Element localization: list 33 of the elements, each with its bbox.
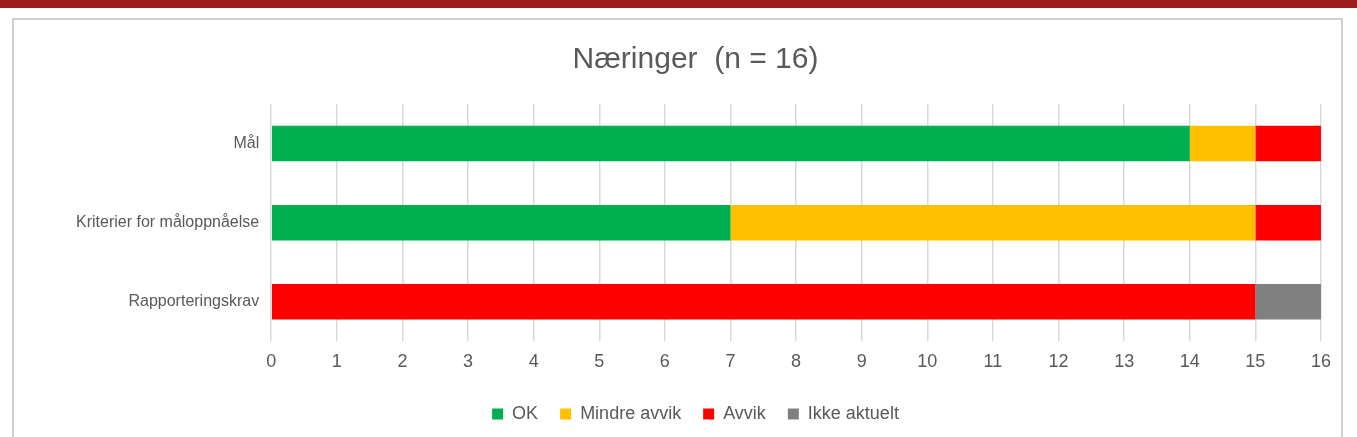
x-tick-label: 4 — [528, 351, 539, 372]
bar — [1255, 284, 1321, 320]
legend-label: Ikke aktuelt — [807, 402, 899, 423]
bar — [1255, 204, 1321, 241]
bar — [271, 204, 731, 241]
bar — [730, 204, 1256, 241]
bar — [271, 125, 1190, 162]
bar — [271, 284, 1256, 320]
x-tick-label: 10 — [917, 351, 938, 372]
x-tick-label: 0 — [266, 351, 277, 372]
x-tick-label: 11 — [983, 351, 1003, 372]
chart-title: Næringer (n = 16) — [572, 41, 819, 75]
x-tick-label: 16 — [1310, 351, 1331, 372]
legend-label: Avvik — [723, 402, 767, 423]
legend-label: OK — [512, 402, 539, 423]
bar — [1255, 125, 1321, 162]
x-tick-label: 3 — [463, 351, 474, 372]
legend-label: Mindre avvik — [580, 402, 683, 423]
x-tick-label: 9 — [856, 351, 867, 372]
x-tick-label: 1 — [331, 351, 342, 372]
x-tick-label: 14 — [1179, 351, 1200, 372]
x-tick-label: 6 — [659, 351, 670, 372]
x-tick-label: 7 — [725, 351, 736, 372]
y-tick-label: Kriterier for måloppnåelse — [75, 213, 260, 231]
x-tick-label: 2 — [397, 351, 408, 372]
x-tick-label: 8 — [791, 351, 802, 372]
x-tick-label: 15 — [1245, 351, 1266, 372]
y-tick-label: Mål — [233, 133, 260, 151]
x-tick-label: 13 — [1114, 351, 1135, 372]
bar — [1189, 125, 1256, 162]
y-tick-label: Rapporteringskrav — [128, 292, 260, 310]
x-tick-label: 5 — [594, 351, 605, 372]
x-tick-label: 12 — [1048, 351, 1069, 372]
